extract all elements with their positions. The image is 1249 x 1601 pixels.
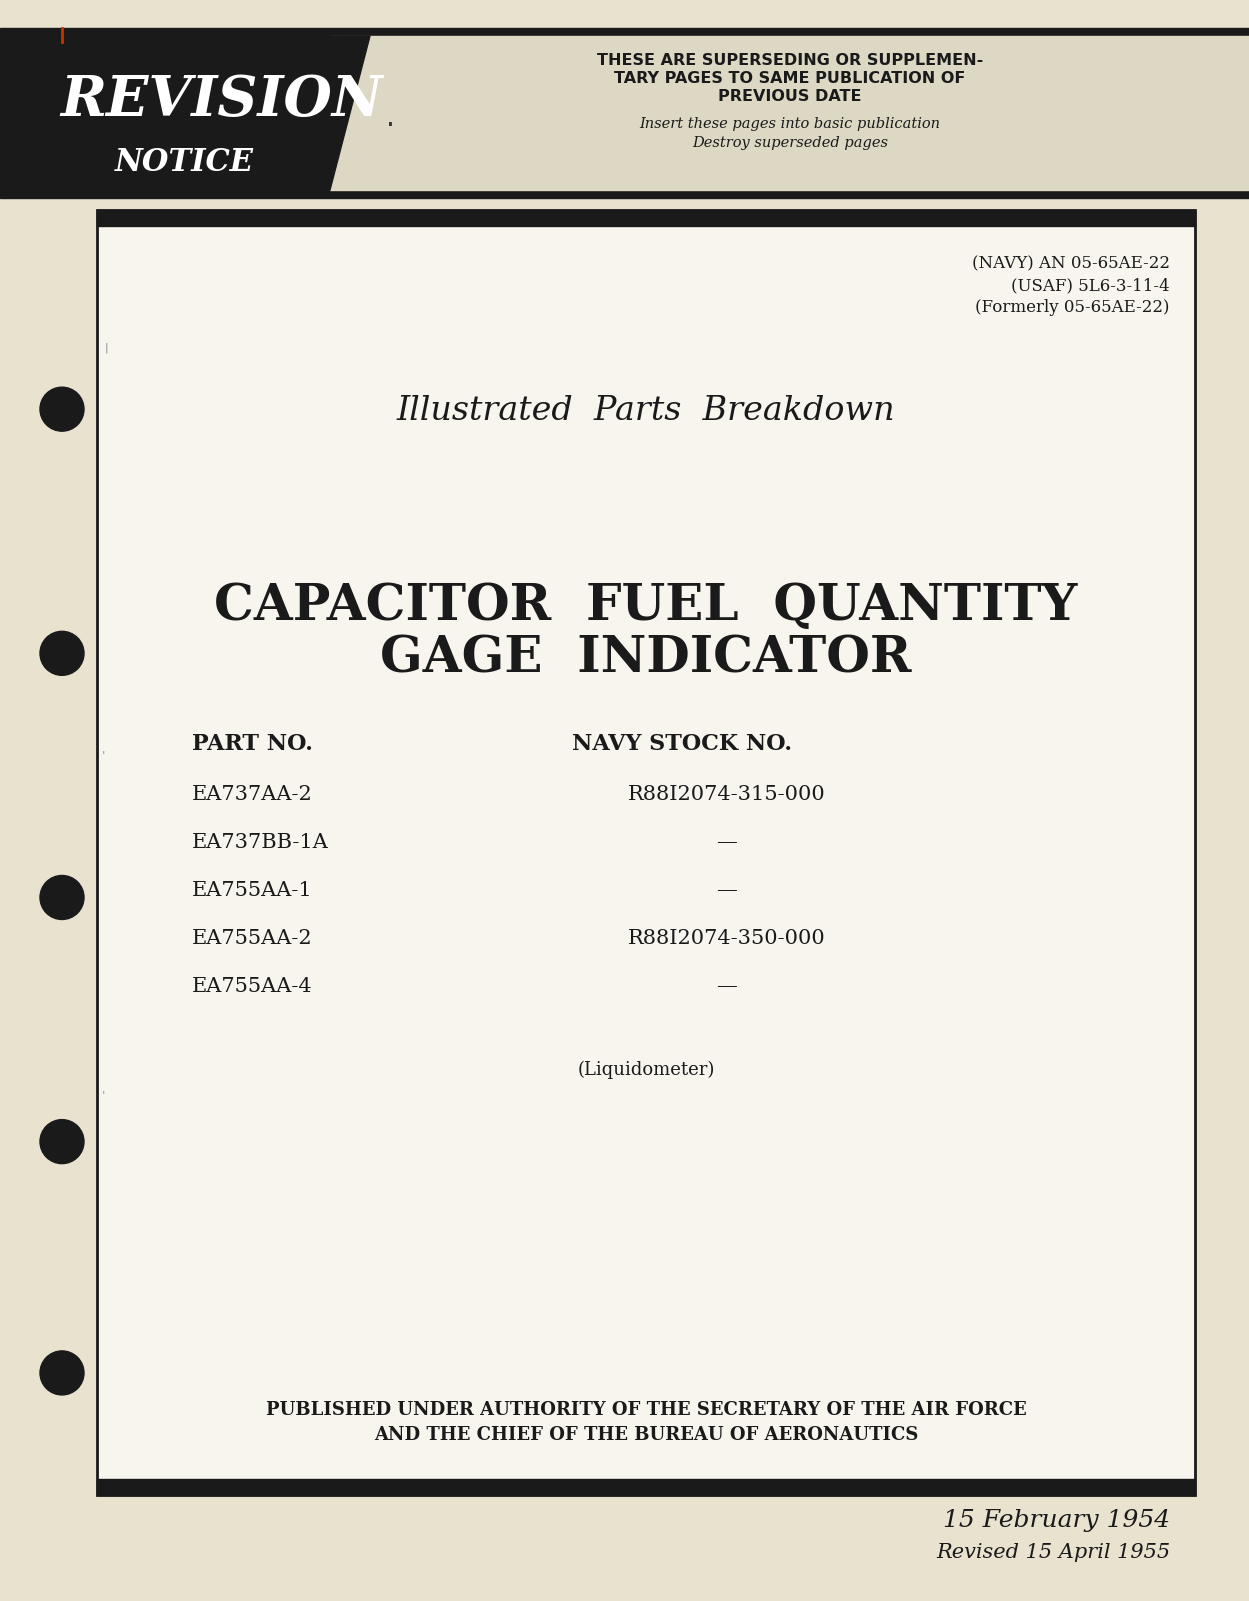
Text: PART NO.: PART NO. (192, 733, 313, 756)
Polygon shape (300, 35, 370, 191)
Polygon shape (0, 35, 340, 191)
Text: .: . (386, 104, 395, 131)
Text: EA737AA-2: EA737AA-2 (192, 784, 312, 804)
Text: CAPACITOR  FUEL  QUANTITY: CAPACITOR FUEL QUANTITY (215, 583, 1078, 631)
Text: EA755AA-2: EA755AA-2 (192, 929, 312, 948)
Text: Destroy superseded pages: Destroy superseded pages (692, 136, 888, 150)
Circle shape (40, 876, 84, 919)
Text: ': ' (102, 1090, 105, 1103)
Text: Illustrated  Parts  Breakdown: Illustrated Parts Breakdown (397, 395, 896, 427)
Text: GAGE  INDICATOR: GAGE INDICATOR (380, 634, 912, 684)
Text: NOTICE: NOTICE (115, 147, 254, 178)
Circle shape (0, 110, 37, 150)
Text: EA755AA-4: EA755AA-4 (192, 977, 312, 996)
Text: R88I2074-350-000: R88I2074-350-000 (628, 929, 826, 948)
Text: —: — (717, 881, 737, 900)
Text: Insert these pages into basic publication: Insert these pages into basic publicatio… (639, 117, 940, 131)
Circle shape (40, 1119, 84, 1164)
Text: |: | (105, 343, 109, 352)
Bar (330, 35, 1249, 191)
Text: Revised 15 April 1955: Revised 15 April 1955 (936, 1543, 1170, 1563)
Circle shape (40, 387, 84, 431)
Bar (97, 210, 1195, 1495)
Text: EA755AA-1: EA755AA-1 (192, 881, 312, 900)
Text: PUBLISHED UNDER AUTHORITY OF THE SECRETARY OF THE AIR FORCE: PUBLISHED UNDER AUTHORITY OF THE SECRETA… (266, 1401, 1027, 1418)
Text: NAVY STOCK NO.: NAVY STOCK NO. (572, 733, 792, 756)
Text: (NAVY) AN 05-65AE-22: (NAVY) AN 05-65AE-22 (972, 255, 1170, 272)
Circle shape (40, 1351, 84, 1394)
Text: (Formerly 05-65AE-22): (Formerly 05-65AE-22) (975, 299, 1170, 315)
Text: TARY PAGES TO SAME PUBLICATION OF: TARY PAGES TO SAME PUBLICATION OF (615, 70, 965, 86)
Text: (USAF) 5L6-3-11-4: (USAF) 5L6-3-11-4 (1012, 277, 1170, 295)
Bar (0, 27, 1249, 35)
Bar (0, 0, 1249, 27)
Text: THESE ARE SUPERSEDING OR SUPPLEMEN-: THESE ARE SUPERSEDING OR SUPPLEMEN- (597, 53, 983, 67)
Text: ': ' (102, 749, 105, 764)
Text: R88I2074-315-000: R88I2074-315-000 (628, 784, 826, 804)
Text: 15 February 1954: 15 February 1954 (943, 1510, 1170, 1532)
Text: AND THE CHIEF OF THE BUREAU OF AERONAUTICS: AND THE CHIEF OF THE BUREAU OF AERONAUTI… (373, 1426, 918, 1444)
Text: PREVIOUS DATE: PREVIOUS DATE (718, 90, 862, 104)
Text: REVISION: REVISION (60, 72, 382, 128)
Bar (97, 1479, 1195, 1495)
Text: —: — (717, 977, 737, 996)
Text: —: — (717, 833, 737, 852)
Bar (0, 191, 1249, 199)
Circle shape (40, 631, 84, 676)
Text: EA737BB-1A: EA737BB-1A (192, 833, 328, 852)
Bar (97, 210, 1195, 226)
Text: (Liquidometer): (Liquidometer) (577, 1061, 714, 1079)
